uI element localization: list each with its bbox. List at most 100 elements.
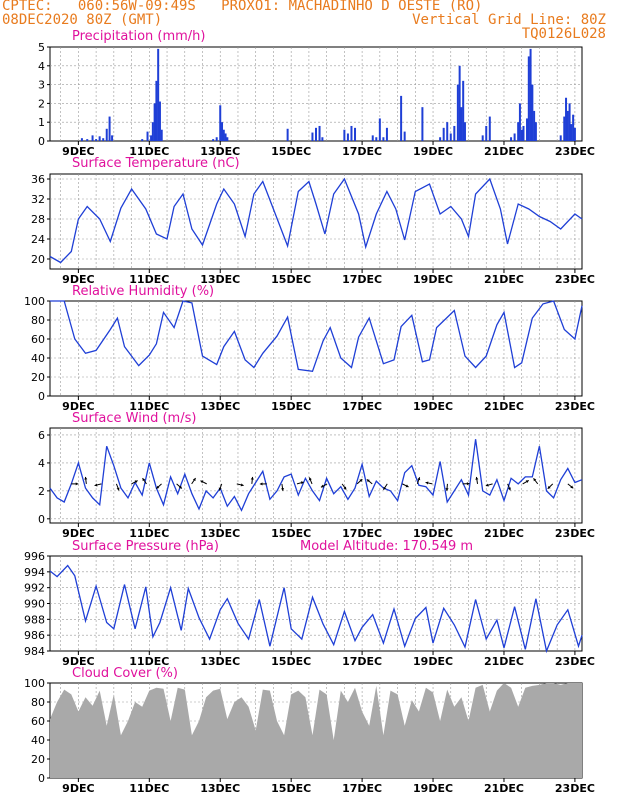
cloud-xtick-label: 13DEC — [200, 782, 240, 795]
precip-bar — [559, 135, 562, 141]
wind-ytick-label: 2 — [38, 485, 45, 498]
cloud-xtick-label: 15DEC — [271, 782, 311, 795]
rh-xtick-label: 23DEC — [555, 400, 595, 413]
precip-bar — [520, 129, 523, 141]
precip-frame — [49, 46, 583, 142]
precip-bar — [343, 129, 346, 141]
precip-bar — [522, 125, 525, 141]
wind-series-line — [49, 439, 583, 512]
precip-bar — [531, 84, 534, 141]
precip-bar — [462, 80, 465, 141]
precip-xtick-label: 21DEC — [484, 145, 524, 158]
rh-ytick-label: 60 — [31, 333, 45, 346]
wind-vector-head — [250, 476, 254, 480]
cloud-ytick-label: 60 — [31, 715, 45, 728]
precip-xtick-label: 11DEC — [129, 145, 169, 158]
temp-ytick-label: 24 — [31, 233, 45, 246]
pressure-xtick-label: 15DEC — [271, 655, 311, 668]
precip-bar — [371, 135, 374, 141]
wind-ytick-label: 4 — [38, 457, 45, 470]
cloud-xtick-label: 21DEC — [484, 782, 524, 795]
precip-bar — [146, 131, 149, 141]
precip-bar — [221, 122, 224, 141]
wind-vector-head — [405, 484, 409, 488]
precip-bar — [150, 135, 153, 141]
precip-bar — [403, 131, 406, 141]
wind-ytick-label: 0 — [38, 513, 45, 526]
wind-xtick-label: 9DEC — [62, 527, 94, 540]
precip-bar — [151, 122, 154, 141]
wind-vector-head — [116, 487, 120, 491]
pressure-xtick-label: 9DEC — [62, 655, 94, 668]
temp-series-line — [49, 177, 583, 264]
wind-vector-head — [417, 477, 421, 481]
wind-xtick-label: 11DEC — [129, 527, 169, 540]
precip-bar — [321, 137, 324, 141]
wind-vector-head — [343, 486, 347, 490]
precip-bar — [385, 127, 388, 141]
precip-bar — [456, 84, 459, 141]
temp-ytick-label: 28 — [31, 213, 45, 226]
header-date: 08DEC2020 80Z (GMT) — [2, 12, 163, 28]
pressure-xtick-label: 23DEC — [555, 655, 595, 668]
precip-bar — [286, 128, 289, 141]
precip-xtick-label: 19DEC — [413, 145, 453, 158]
cloud-ytick-label: 40 — [31, 734, 45, 747]
rh-xtick-label: 21DEC — [484, 400, 524, 413]
cloud-xtick-label: 11DEC — [129, 782, 169, 795]
precip-bar — [449, 133, 452, 141]
cloud-ytick-label: 80 — [31, 696, 45, 709]
precip-bar — [518, 103, 521, 141]
rh-ytick-label: 20 — [31, 371, 45, 384]
precip-ytick-label: 0 — [38, 135, 45, 148]
wind-vector-head — [192, 478, 196, 482]
pressure-series-line — [49, 564, 583, 654]
precip-bar — [526, 118, 529, 141]
precip-bar — [354, 127, 357, 141]
header-model-code: TQ0126L028 — [521, 26, 606, 42]
precip-bar — [446, 122, 449, 141]
precip-bar — [460, 107, 463, 141]
temp-xtick-label: 9DEC — [62, 273, 94, 286]
temp-xtick-label: 15DEC — [271, 273, 311, 286]
rh-ytick-label: 40 — [31, 352, 45, 365]
pressure-ytick-label: 992 — [24, 582, 45, 595]
precip-bar — [439, 137, 442, 141]
cloud-ytick-label: 20 — [31, 753, 45, 766]
precip-bar — [222, 129, 225, 141]
wind-vector-head — [178, 485, 182, 489]
wind-vector-head — [475, 476, 479, 480]
precip-xtick-label: 13DEC — [200, 145, 240, 158]
wind-vector-head — [259, 482, 263, 486]
precip-bar — [529, 48, 532, 141]
precip-bar — [158, 101, 161, 141]
pressure-xtick-label: 13DEC — [200, 655, 240, 668]
precip-xtick-label: 15DEC — [271, 145, 311, 158]
rh-ytick-label: 0 — [38, 390, 45, 403]
pressure-ytick-label: 994 — [24, 566, 45, 579]
rh-ytick-label: 80 — [31, 314, 45, 327]
precip-title: Precipitation (mm/h) — [72, 29, 206, 44]
precip-bar — [570, 124, 573, 141]
pressure-xtick-label: 17DEC — [342, 655, 382, 668]
wind-vector-head — [525, 480, 529, 484]
wind-vector-head — [134, 480, 138, 484]
pressure-xtick-label: 21DEC — [484, 655, 524, 668]
wind-vector-head — [425, 481, 429, 485]
precip-bar — [453, 125, 456, 141]
precip-bar — [463, 122, 466, 141]
rh-xtick-label: 9DEC — [62, 400, 94, 413]
precip-bar — [311, 132, 314, 141]
wind-vector-head — [466, 482, 470, 486]
precip-bar — [533, 110, 536, 141]
precip-bar — [510, 137, 513, 141]
precip-bar — [481, 135, 484, 141]
precip-ytick-label: 3 — [38, 79, 45, 92]
pressure-title: Surface Pressure (hPa) — [72, 539, 219, 554]
precip-bar — [563, 116, 566, 141]
precip-bar — [95, 139, 98, 141]
precip-bar — [80, 138, 83, 141]
pressure-xtick-label: 11DEC — [129, 655, 169, 668]
wind-vector-head — [308, 477, 312, 481]
